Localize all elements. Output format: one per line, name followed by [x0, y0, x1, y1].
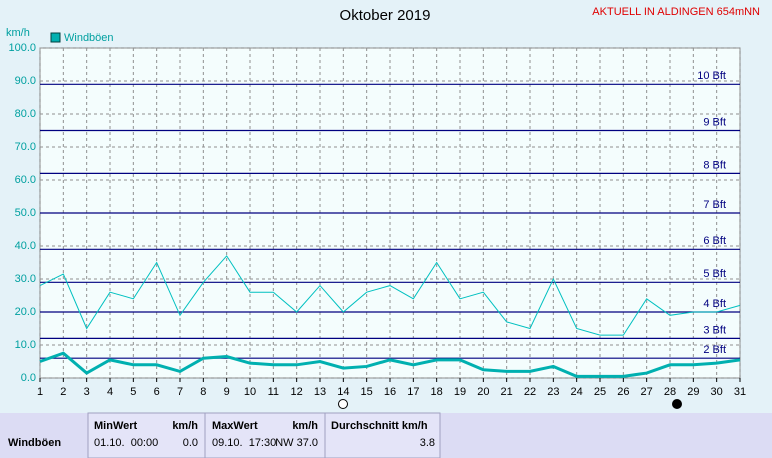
- x-tick-label: 26: [617, 386, 629, 398]
- legend-swatch: [50, 32, 61, 43]
- table-cell-text: 0.0: [183, 437, 198, 449]
- x-tick-label: 3: [84, 386, 90, 398]
- beaufort-label: 9 Bft: [703, 116, 726, 128]
- x-tick-label: 16: [384, 386, 396, 398]
- table-cell-text: 09.10. 17:30: [212, 437, 276, 449]
- y-tick-label: 80.0: [15, 108, 36, 120]
- y-tick-label: 50.0: [15, 207, 36, 219]
- station-label: AKTUELL IN ALDINGEN 654mNN: [592, 6, 760, 18]
- y-tick-label: 0.0: [21, 372, 36, 384]
- x-tick-label: 24: [571, 386, 583, 398]
- x-tick-label: 13: [314, 386, 326, 398]
- table-cell-text: 3.8: [420, 437, 435, 449]
- moon-icon: [338, 399, 348, 409]
- y-tick-label: 20.0: [15, 306, 36, 318]
- x-tick-label: 17: [407, 386, 419, 398]
- beaufort-label: 6 Bft: [703, 235, 726, 247]
- beaufort-label: 5 Bft: [703, 268, 726, 280]
- table-header: km/h: [292, 420, 318, 432]
- y-tick-label: 40.0: [15, 240, 36, 252]
- table-cell-text: 01.10. 00:00: [94, 437, 158, 449]
- x-tick-label: 12: [291, 386, 303, 398]
- y-axis-label: km/h: [6, 27, 30, 39]
- beaufort-label: 2 Bft: [703, 344, 726, 356]
- y-tick-label: 30.0: [15, 273, 36, 285]
- beaufort-label: 8 Bft: [703, 159, 726, 171]
- x-tick-label: 10: [244, 386, 256, 398]
- x-tick-label: 20: [477, 386, 489, 398]
- beaufort-label: 3 Bft: [703, 324, 726, 336]
- table-row-label: Windböen: [8, 437, 61, 449]
- y-tick-label: 100.0: [8, 42, 36, 54]
- x-tick-label: 23: [547, 386, 559, 398]
- legend-label: Windböen: [64, 32, 114, 44]
- x-tick-label: 4: [107, 386, 113, 398]
- x-tick-label: 29: [687, 386, 699, 398]
- beaufort-label: 7 Bft: [703, 199, 726, 211]
- x-tick-label: 30: [711, 386, 723, 398]
- x-tick-label: 1: [37, 386, 43, 398]
- x-tick-label: 7: [177, 386, 183, 398]
- x-tick-label: 6: [154, 386, 160, 398]
- x-tick-label: 8: [200, 386, 206, 398]
- x-tick-label: 19: [454, 386, 466, 398]
- x-tick-label: 11: [268, 386, 279, 398]
- table-header: Durchschnitt km/h: [331, 420, 428, 432]
- x-tick-label: 9: [224, 386, 230, 398]
- x-tick-label: 2: [60, 386, 66, 398]
- table-cell: [87, 412, 206, 458]
- table-header: MaxWert: [212, 420, 258, 432]
- x-tick-label: 22: [524, 386, 536, 398]
- y-tick-label: 70.0: [15, 141, 36, 153]
- table-header: MinWert: [94, 420, 138, 432]
- table-cell: [204, 412, 326, 458]
- stats-table: MinWert km/h MaxWert km/h Durchschnitt k…: [0, 412, 772, 458]
- y-tick-label: 60.0: [15, 174, 36, 186]
- x-tick-label: 5: [130, 386, 136, 398]
- x-tick-label: 21: [501, 386, 513, 398]
- y-tick-label: 90.0: [15, 75, 36, 87]
- moon-icon: [672, 399, 682, 409]
- table-header: km/h: [172, 420, 198, 432]
- x-tick-label: 25: [594, 386, 606, 398]
- series-line: [39, 351, 741, 378]
- x-tick-label: 28: [664, 386, 676, 398]
- y-tick-label: 10.0: [15, 339, 36, 351]
- table-cell: [324, 412, 441, 458]
- beaufort-label: 10 Bft: [697, 70, 726, 82]
- x-tick-label: 18: [431, 386, 443, 398]
- x-tick-label: 27: [641, 386, 653, 398]
- beaufort-label: 4 Bft: [703, 298, 726, 310]
- chart-title: Oktober 2019: [340, 7, 431, 24]
- series-line: [39, 255, 741, 336]
- x-tick-label: 14: [337, 386, 349, 398]
- x-tick-label: 15: [361, 386, 373, 398]
- x-tick-label: 31: [734, 386, 746, 398]
- table-cell-text: NW 37.0: [275, 437, 318, 449]
